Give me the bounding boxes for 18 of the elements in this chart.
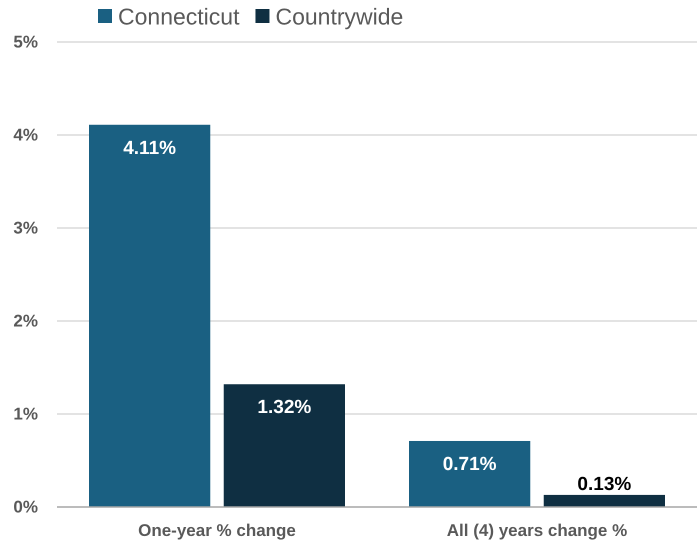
y-tick-label: 2% <box>13 311 38 330</box>
y-tick-label: 5% <box>13 32 38 52</box>
x-tick-label: One-year % change <box>138 521 296 540</box>
data-label: 4.11% <box>123 138 176 159</box>
legend-label: Countrywide <box>275 3 404 30</box>
x-tick-label: All (4) years change % <box>446 521 628 540</box>
y-tick-label: 4% <box>13 125 38 144</box>
y-tick-label: 0% <box>13 497 38 516</box>
data-label: 1.32% <box>257 397 312 418</box>
y-tick-label: 3% <box>13 218 38 238</box>
data-label: 0.71% <box>442 454 497 475</box>
bar <box>544 494 665 507</box>
y-tick-label: 1% <box>13 404 38 424</box>
bar <box>224 384 345 507</box>
data-label: 0.13% <box>577 474 632 495</box>
bar <box>89 124 210 507</box>
bar <box>409 440 530 507</box>
legend-label: Connecticut <box>118 3 240 30</box>
